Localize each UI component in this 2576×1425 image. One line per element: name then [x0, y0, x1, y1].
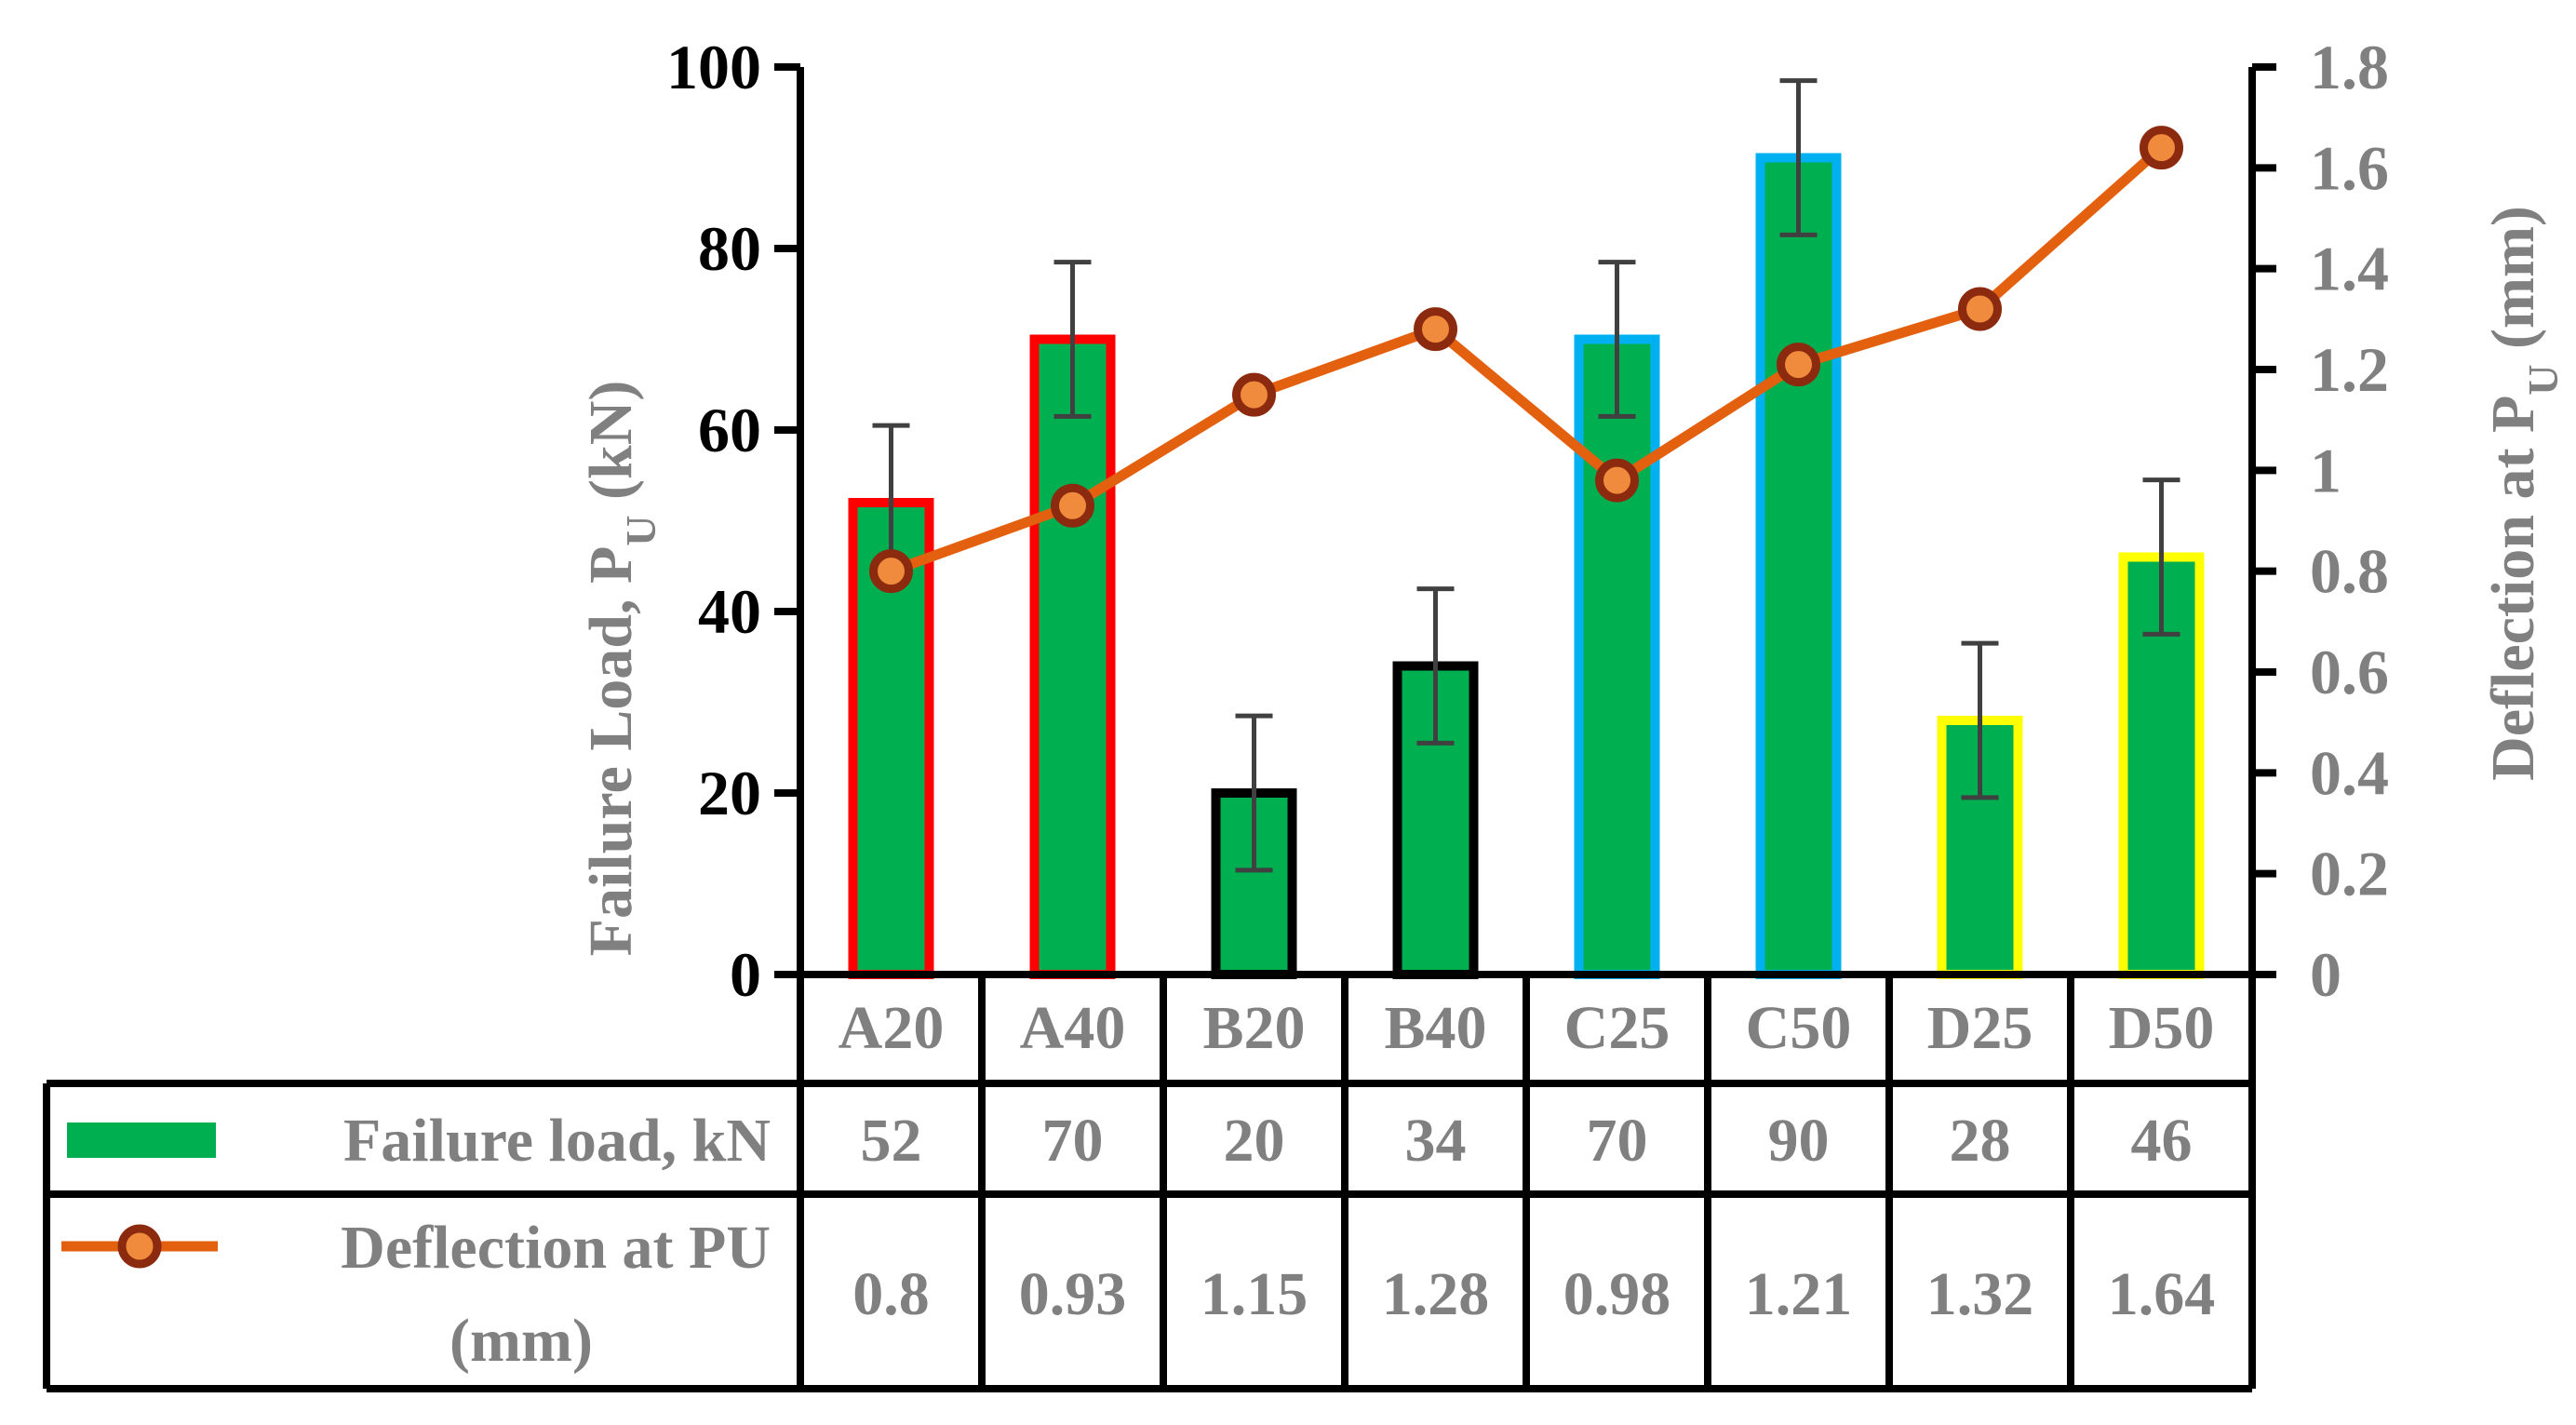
table-cell-failure-load: 90: [1768, 1107, 1830, 1175]
legend-label-deflection-unit: (mm): [449, 1307, 593, 1375]
table-cell-deflection: 0.8: [852, 1260, 930, 1328]
deflection-point-A40: [1051, 483, 1094, 528]
category-label-B20: B20: [1202, 994, 1305, 1062]
bar-C50: [1755, 153, 1842, 979]
y-right-tick-label: 0.2: [2310, 839, 2389, 909]
y-right-tick-label: 0.4: [2310, 737, 2389, 808]
y-right-tick-label: 0: [2310, 939, 2341, 1010]
y-left-tick-label: 80: [698, 213, 761, 284]
table-cell-failure-load: 34: [1405, 1107, 1467, 1175]
table-cell-deflection: 1.64: [2108, 1260, 2216, 1328]
table-cell-failure-load: 28: [1950, 1107, 2011, 1175]
y-left-tick-label: 0: [730, 939, 761, 1010]
data-table: A20 A40 B20 B40 C25 C50 D25 D50 Failure load, kN…: [43, 971, 2256, 1392]
table-cell-deflection: 1.28: [1382, 1260, 1490, 1328]
y-left-tick-label: 100: [666, 32, 761, 102]
y-axis-title-left: Failure Load, PU (kN): [577, 381, 664, 957]
y-right-tick-label: 1.2: [2310, 334, 2389, 405]
deflection-point-C50: [1777, 343, 1820, 387]
deflection-point-B20: [1232, 372, 1276, 417]
table-cell-failure-load: 20: [1224, 1107, 1285, 1175]
table-cell-deflection: 0.93: [1019, 1260, 1127, 1328]
y-right-tick-label: 0.6: [2310, 637, 2389, 707]
bars-layer: [848, 153, 2205, 979]
bar-C25: [1574, 334, 1660, 979]
table-cell-deflection: 0.98: [1563, 1260, 1671, 1328]
legend-marker-deflection: [117, 1224, 162, 1269]
y-left-tick-label: 60: [698, 395, 761, 465]
table-cell-deflection: 1.32: [1926, 1260, 2034, 1328]
category-label-B40: B40: [1384, 994, 1486, 1062]
line-layer: [869, 126, 2183, 594]
deflection-point-B40: [1414, 307, 1457, 352]
table-cell-deflection: 1.15: [1201, 1260, 1308, 1328]
deflection-point-A20: [869, 549, 913, 594]
table-cell-failure-load: 46: [2131, 1107, 2193, 1175]
deflection-point-D25: [1958, 287, 2002, 331]
bar-D25: [1937, 716, 2023, 979]
category-label-A40: A40: [1020, 994, 1126, 1062]
legend-label-deflection: Deflection at PU: [341, 1214, 771, 1282]
bar-A40: [1029, 334, 1116, 979]
y-right-tick-label: 1: [2310, 435, 2341, 505]
table-cell-failure-load: 52: [861, 1107, 922, 1175]
category-label-D25: D25: [1927, 994, 2033, 1062]
axes-layer: 0 20 40 60 80 100 0 0.2 0.4 0.6 0.8 1 1.2 1.4 1.6 1.8 Fa…: [577, 32, 2567, 1010]
category-label-C25: C25: [1564, 994, 1670, 1062]
y-right-tick-label: 1.4: [2310, 234, 2389, 304]
table-cell-deflection: 1.21: [1745, 1260, 1853, 1328]
category-label-A20: A20: [839, 994, 945, 1062]
table-cell-failure-load: 70: [1587, 1107, 1648, 1175]
y-left-tick-label: 40: [698, 576, 761, 647]
y-axis-title-right: Deflection at PU (mm): [2479, 206, 2567, 781]
legend-swatch-failure-load: [67, 1123, 216, 1158]
y-left-tick-label: 20: [698, 758, 761, 828]
y-right-tick-label: 0.8: [2310, 536, 2389, 607]
deflection-point-C25: [1595, 458, 1639, 503]
table-cell-failure-load: 70: [1042, 1107, 1104, 1175]
deflection-point-D50: [2140, 126, 2183, 170]
category-label-D50: D50: [2109, 994, 2215, 1062]
y-right-tick-label: 1.8: [2310, 32, 2389, 102]
legend-label-failure-load: Failure load, kN: [343, 1107, 771, 1175]
y-right-tick-label: 1.6: [2310, 132, 2389, 203]
deflection-line: [889, 143, 2166, 576]
category-label-C50: C50: [1746, 994, 1852, 1062]
